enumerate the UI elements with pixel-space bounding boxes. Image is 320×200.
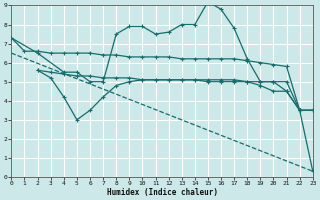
X-axis label: Humidex (Indice chaleur): Humidex (Indice chaleur) [107, 188, 218, 197]
